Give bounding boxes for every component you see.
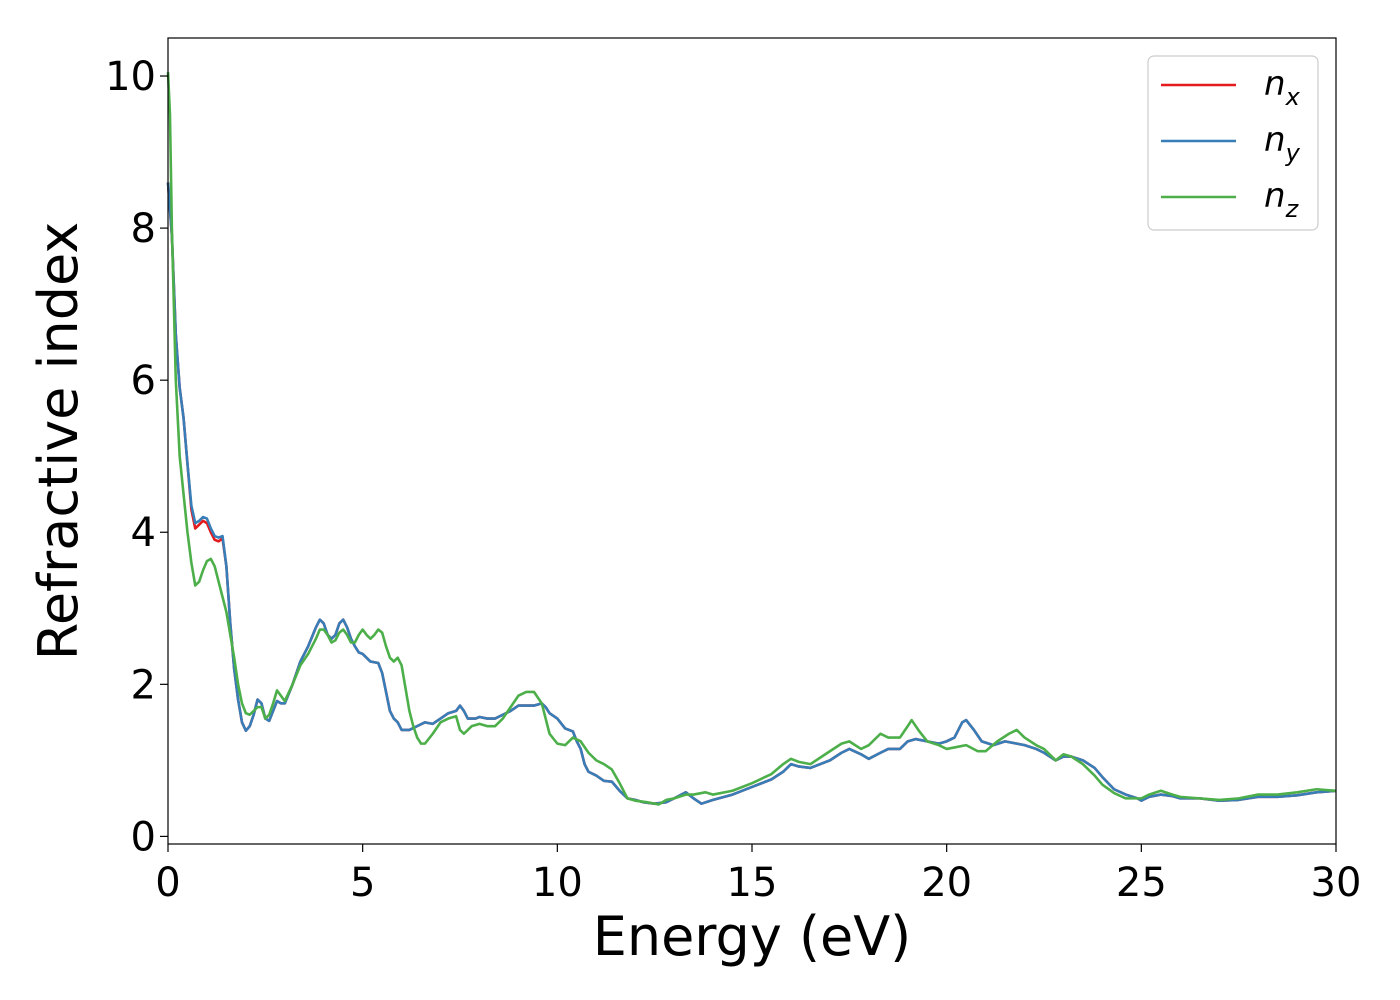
y-axis-label: Refractive index [27,222,90,661]
x-tick-label: 5 [350,860,375,906]
x-tick-label: 30 [1311,860,1362,906]
x-axis-ticks: 0 5 10 15 20 25 30 [155,844,1361,906]
legend-box [1147,55,1319,231]
y-tick-label: 2 [131,662,156,708]
x-tick-label: 25 [1116,860,1167,906]
y-tick-label: 4 [131,510,156,556]
y-axis-ticks: 0 2 4 6 8 10 [105,54,168,860]
series-line-z [166,72,1337,806]
x-tick-label: 15 [727,860,778,906]
legend-label-x: nx [1264,64,1301,111]
y-tick-label: 0 [131,814,156,860]
y-tick-label: 10 [105,54,156,100]
x-tick-label: 20 [921,860,972,906]
y-tick-label: 8 [131,206,156,252]
x-axis-label: Energy (eV) [593,905,912,968]
legend: nx ny nz [1147,55,1319,231]
legend-label-z: nz [1264,176,1300,223]
y-tick-label: 6 [131,358,156,404]
series-layer [166,72,1337,806]
x-tick-label: 10 [532,860,583,906]
x-tick-label: 0 [155,860,180,906]
legend-label-y: ny [1264,120,1301,167]
